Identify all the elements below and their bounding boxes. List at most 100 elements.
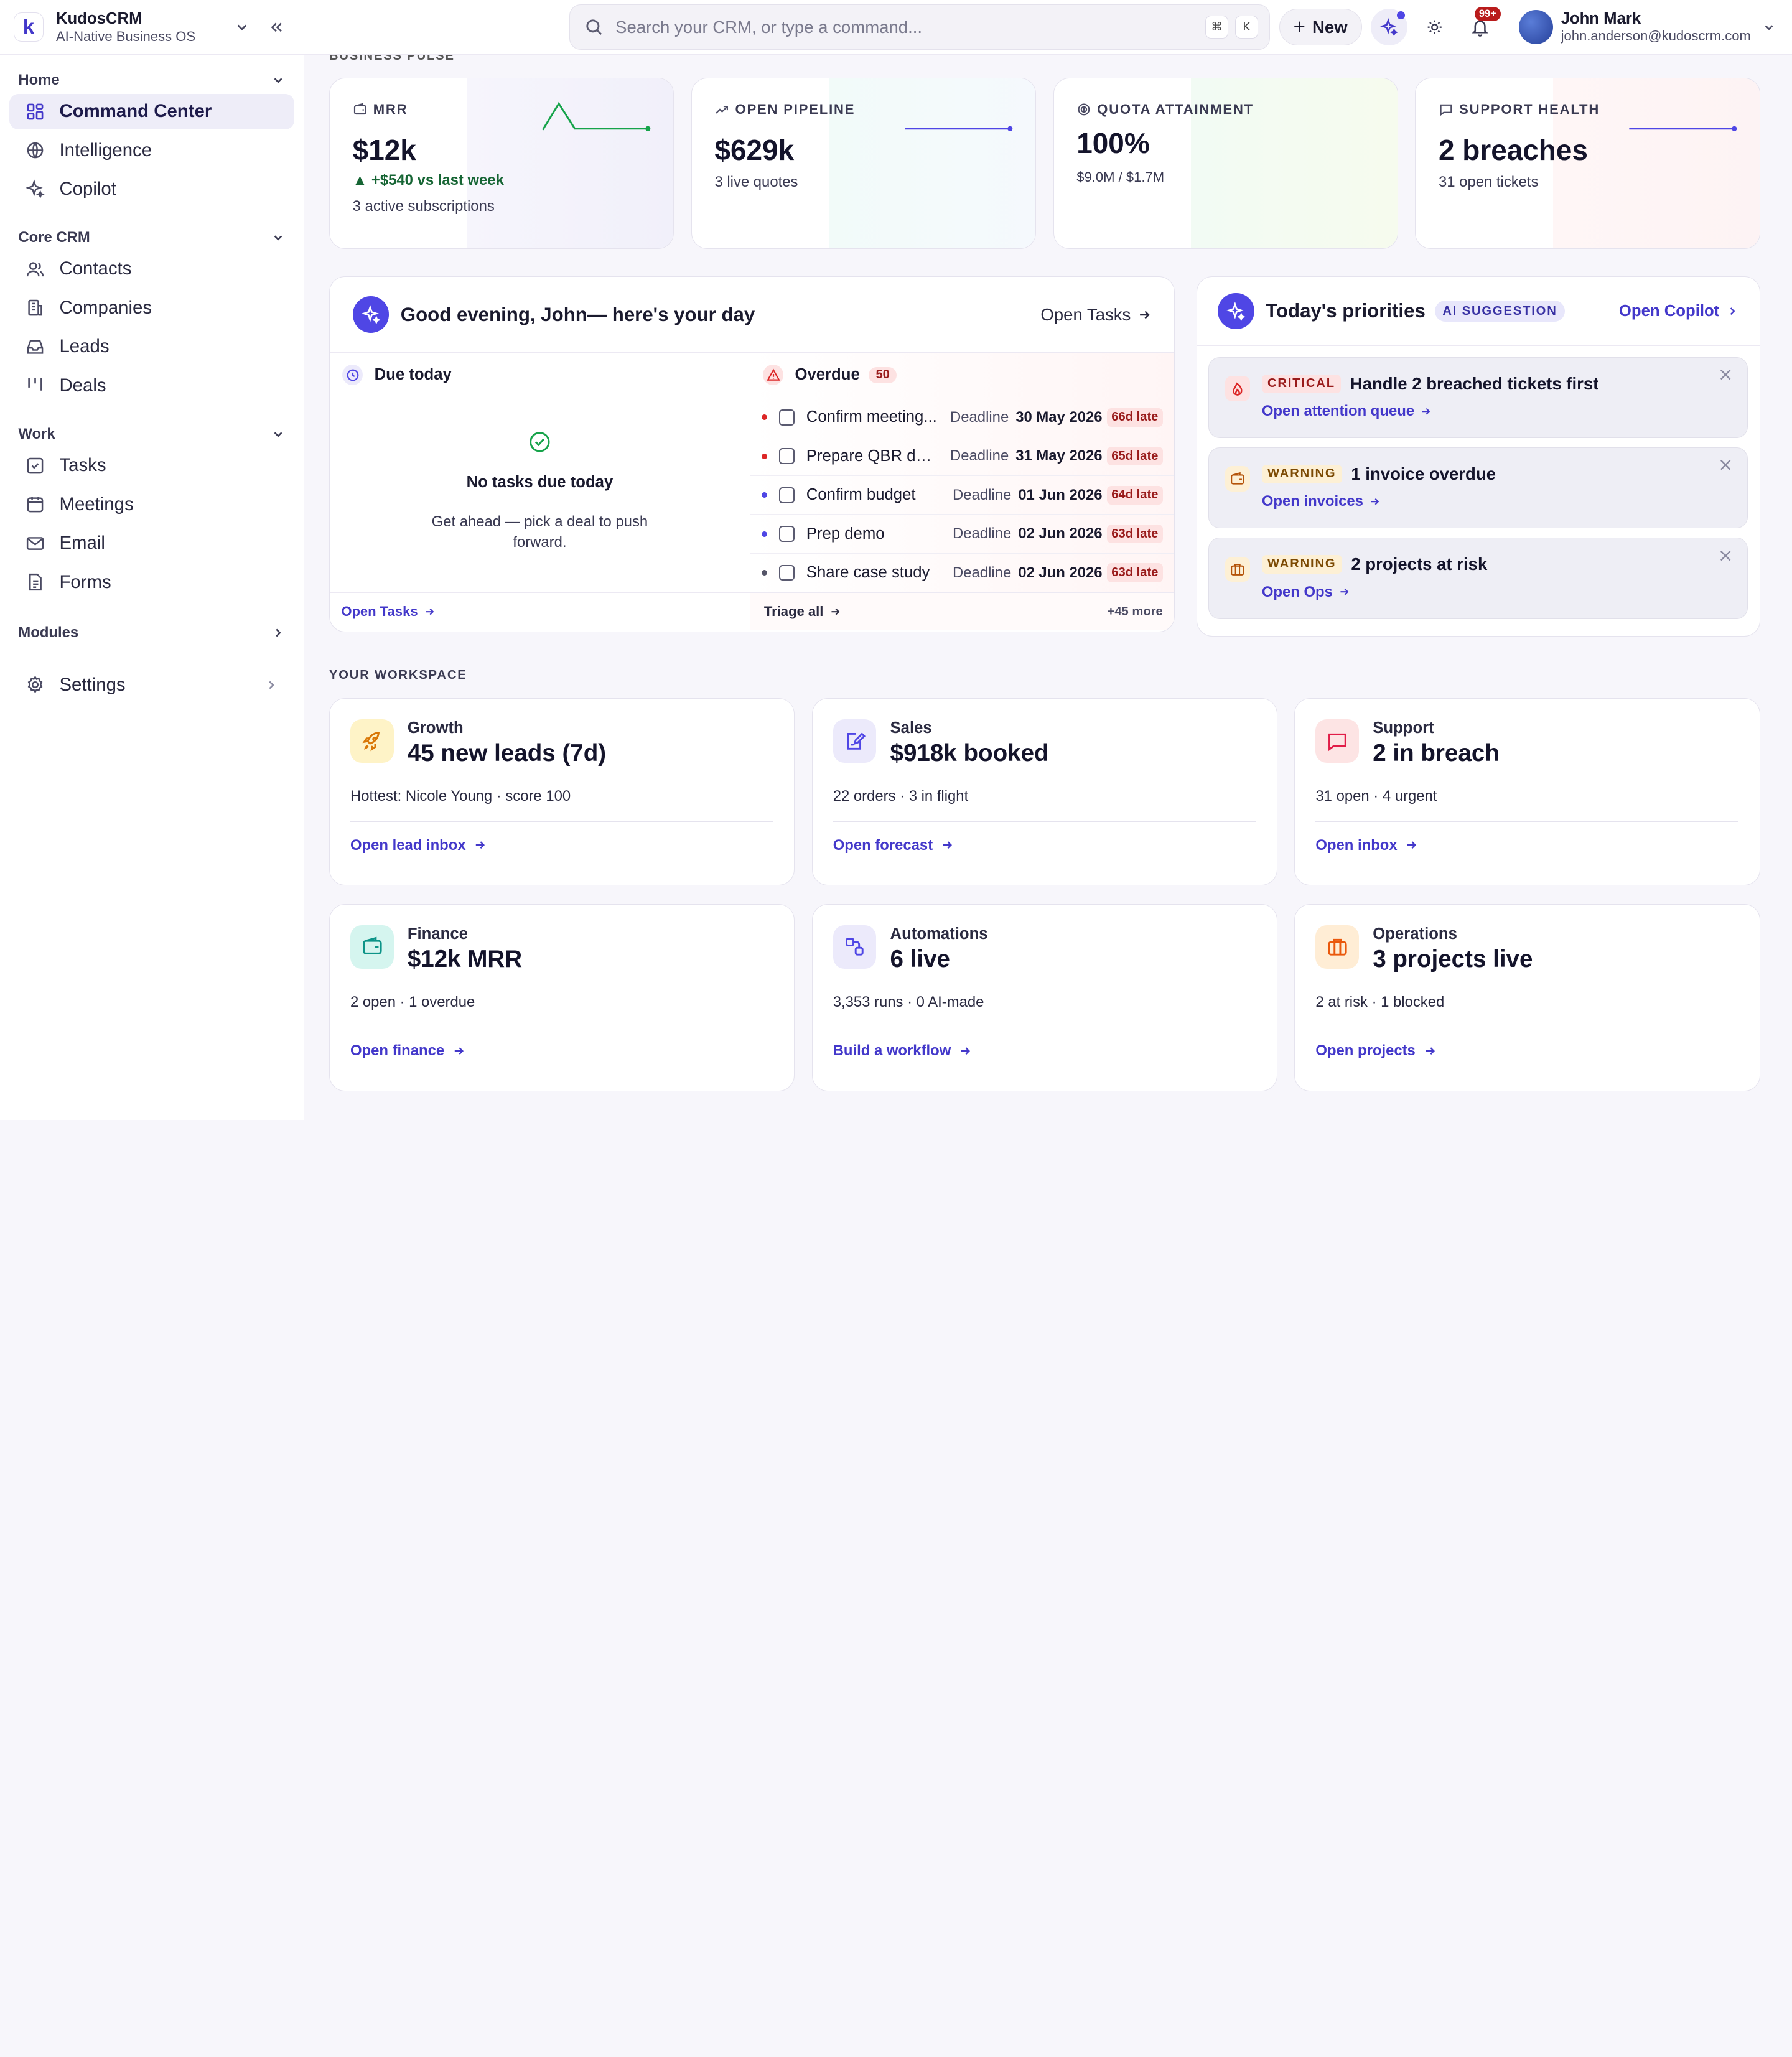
- workspace-card-heading: Automations 6 live: [890, 925, 988, 973]
- brand-name: KudosCRM: [55, 10, 142, 28]
- pipeline-sparkline: [905, 126, 1013, 131]
- kpi-value: $629k: [714, 134, 795, 167]
- task-row[interactable]: Prepare QBR de... Deadline 31 May 2026 65d …: [750, 437, 1175, 477]
- new-button-label: New: [1312, 17, 1348, 37]
- close-icon[interactable]: [1720, 459, 1734, 473]
- sidebar-item-settings[interactable]: Settings: [9, 667, 294, 702]
- open-copilot-link[interactable]: Open Copilot: [1619, 302, 1739, 320]
- priority-item[interactable]: WARNING 1 invoice overdue Open invoices: [1208, 447, 1748, 529]
- users-icon: [25, 259, 45, 279]
- workspace-card-support[interactable]: Support 2 in breach 31 open · 4 urgent Open…: [1294, 698, 1760, 886]
- sidebar-item-intelligence[interactable]: Intelligence: [9, 133, 294, 168]
- sidebar-item-meetings[interactable]: Meetings: [9, 487, 294, 522]
- triage-all-label: Triage all: [763, 604, 824, 620]
- workspace-card-link-label: Open finance: [350, 1042, 445, 1060]
- task-row[interactable]: Share case study Deadline 02 Jun 2026 63d l…: [750, 554, 1175, 593]
- task-checkbox[interactable]: [778, 448, 795, 465]
- kpi-sub: 31 open tickets: [1439, 174, 1539, 191]
- severity-badge: CRITICAL: [1261, 374, 1342, 393]
- workspace-card-top: Automations 6 live: [833, 925, 1256, 973]
- task-checkbox[interactable]: [778, 409, 795, 426]
- search-bar[interactable]: ⌘ K: [569, 4, 1270, 50]
- empty-state: No tasks due today Get ahead — pick a de…: [330, 398, 750, 553]
- workspace-switcher-chevron-icon[interactable]: [228, 14, 255, 41]
- priority-action-link[interactable]: Open invoices: [1262, 493, 1732, 510]
- workspace-card-link[interactable]: Build a workflow: [833, 1042, 1256, 1060]
- section-home-title: Home: [18, 71, 60, 88]
- workspace-card-link[interactable]: Open inbox: [1315, 837, 1738, 854]
- ai-assistant-button[interactable]: [1371, 9, 1407, 45]
- task-deadline: Deadline 02 Jun 2026: [953, 564, 1103, 582]
- collapse-sidebar-icon[interactable]: [262, 14, 289, 41]
- task-row[interactable]: Confirm budget Deadline 01 Jun 2026 64d lat…: [750, 476, 1175, 515]
- workspace-card-name: Automations: [890, 925, 988, 943]
- rocket-icon: [350, 719, 394, 763]
- workspace-card-sub: 2 open · 1 overdue: [350, 994, 774, 1028]
- chat-icon: [1315, 719, 1360, 763]
- notifications-button[interactable]: 99+: [1462, 6, 1501, 45]
- open-tasks-label: Open Tasks: [1040, 304, 1131, 324]
- sidebar-item-leads[interactable]: Leads: [9, 329, 294, 365]
- workspace-card-finance[interactable]: Finance $12k MRR 2 open · 1 overdue Open fi…: [329, 903, 795, 1092]
- open-tasks-link[interactable]: Open Tasks: [1040, 305, 1151, 325]
- sidebar-item-tasks[interactable]: Tasks: [9, 448, 294, 483]
- section-core-crm-header[interactable]: Core CRM: [9, 224, 294, 251]
- workspace-card-link[interactable]: Open lead inbox: [350, 837, 773, 854]
- building-icon: [25, 297, 45, 318]
- triage-all-link[interactable]: Triage all: [764, 604, 841, 620]
- kpi-card-mrr[interactable]: MRR $12k ▲ +$540 vs last week 3 active s…: [329, 77, 674, 250]
- open-tasks-footer-link[interactable]: Open Tasks: [330, 593, 750, 630]
- sidebar-item-command-center[interactable]: Command Center: [9, 93, 294, 129]
- new-button[interactable]: + New: [1279, 9, 1362, 45]
- user-menu[interactable]: John Mark john.anderson@kudoscrm.com: [1518, 10, 1776, 45]
- sidebar-item-contacts[interactable]: Contacts: [9, 251, 294, 287]
- task-checkbox[interactable]: [778, 526, 795, 543]
- empty-subtitle: Get ahead — pick a deal to push forward.: [431, 513, 648, 551]
- close-icon[interactable]: [1720, 369, 1734, 383]
- kpi-title: OPEN PIPELINE: [735, 101, 856, 117]
- workspace-card-operations[interactable]: Operations 3 projects live 2 at risk · 1 b…: [1294, 903, 1760, 1092]
- task-name: Share case study: [806, 564, 930, 582]
- brand-header[interactable]: k KudosCRM AI-Native Business OS: [0, 0, 304, 55]
- day-card-footer: Open Tasks Triage all +45 more: [329, 592, 1175, 630]
- priority-action-link[interactable]: Open attention queue: [1262, 403, 1732, 420]
- kpi-card-open-pipeline[interactable]: OPEN PIPELINE $629k 3 live quotes: [691, 77, 1036, 250]
- search-input[interactable]: [615, 17, 1199, 37]
- kpi-sub: 3 live quotes: [714, 174, 798, 191]
- workspace-card-link[interactable]: Open forecast: [833, 837, 1256, 854]
- task-checkbox[interactable]: [778, 564, 795, 581]
- globe-icon: [25, 140, 45, 161]
- more-tasks-count[interactable]: +45 more: [1107, 604, 1163, 618]
- sidebar-item-copilot[interactable]: Copilot: [9, 171, 294, 207]
- workspace-card-value: 6 live: [890, 945, 950, 973]
- workspace-card-link[interactable]: Open projects: [1315, 1042, 1738, 1060]
- task-row[interactable]: Prep demo Deadline 02 Jun 2026 63d late: [750, 515, 1175, 554]
- deadline-label: Deadline: [950, 408, 1009, 426]
- section-home-header[interactable]: Home: [9, 67, 294, 94]
- priority-item[interactable]: CRITICAL Handle 2 breached tickets first O…: [1208, 357, 1748, 439]
- settings-label-group: Settings: [25, 674, 126, 696]
- footer-open-tasks-label: Open Tasks: [341, 604, 418, 620]
- workspace-card-growth[interactable]: Growth 45 new leads (7d) Hottest: Nicole Y…: [329, 698, 795, 886]
- sidebar-item-email[interactable]: Email: [9, 526, 294, 561]
- close-icon[interactable]: [1720, 550, 1734, 564]
- sidebar-item-companies[interactable]: Companies: [9, 290, 294, 325]
- sidebar-item-forms[interactable]: Forms: [9, 564, 294, 600]
- priority-item[interactable]: WARNING 2 projects at risk Open Ops: [1208, 538, 1748, 619]
- task-checkbox[interactable]: [778, 487, 795, 503]
- late-badge: 63d late: [1106, 563, 1163, 582]
- workspace-card-heading: Support 2 in breach: [1373, 719, 1500, 767]
- kpi-header: SUPPORT HEALTH: [1439, 101, 1737, 118]
- workspace-card-sales[interactable]: Sales $918k booked 22 orders · 3 in flight…: [811, 698, 1277, 886]
- kpi-card-support-health[interactable]: SUPPORT HEALTH 2 breaches 31 open ticket…: [1415, 77, 1760, 250]
- sidebar-item-deals[interactable]: Deals: [9, 368, 294, 403]
- task-row[interactable]: Confirm meeting... Deadline 30 May 2026 66d…: [750, 398, 1175, 437]
- priority-action-link[interactable]: Open Ops: [1262, 584, 1732, 601]
- workspace-card-link[interactable]: Open finance: [350, 1042, 773, 1060]
- workspace-card-automations[interactable]: Automations 6 live 3,353 runs · 0 AI-made B…: [811, 903, 1277, 1092]
- section-core-crm-title: Core CRM: [18, 228, 90, 246]
- kpi-card-quota-attainment[interactable]: QUOTA ATTAINMENT 100% $9.0M / $1.7M: [1053, 77, 1398, 250]
- section-work-header[interactable]: Work: [9, 421, 294, 448]
- section-modules-header[interactable]: Modules: [9, 619, 294, 646]
- theme-toggle-button[interactable]: [1416, 9, 1452, 45]
